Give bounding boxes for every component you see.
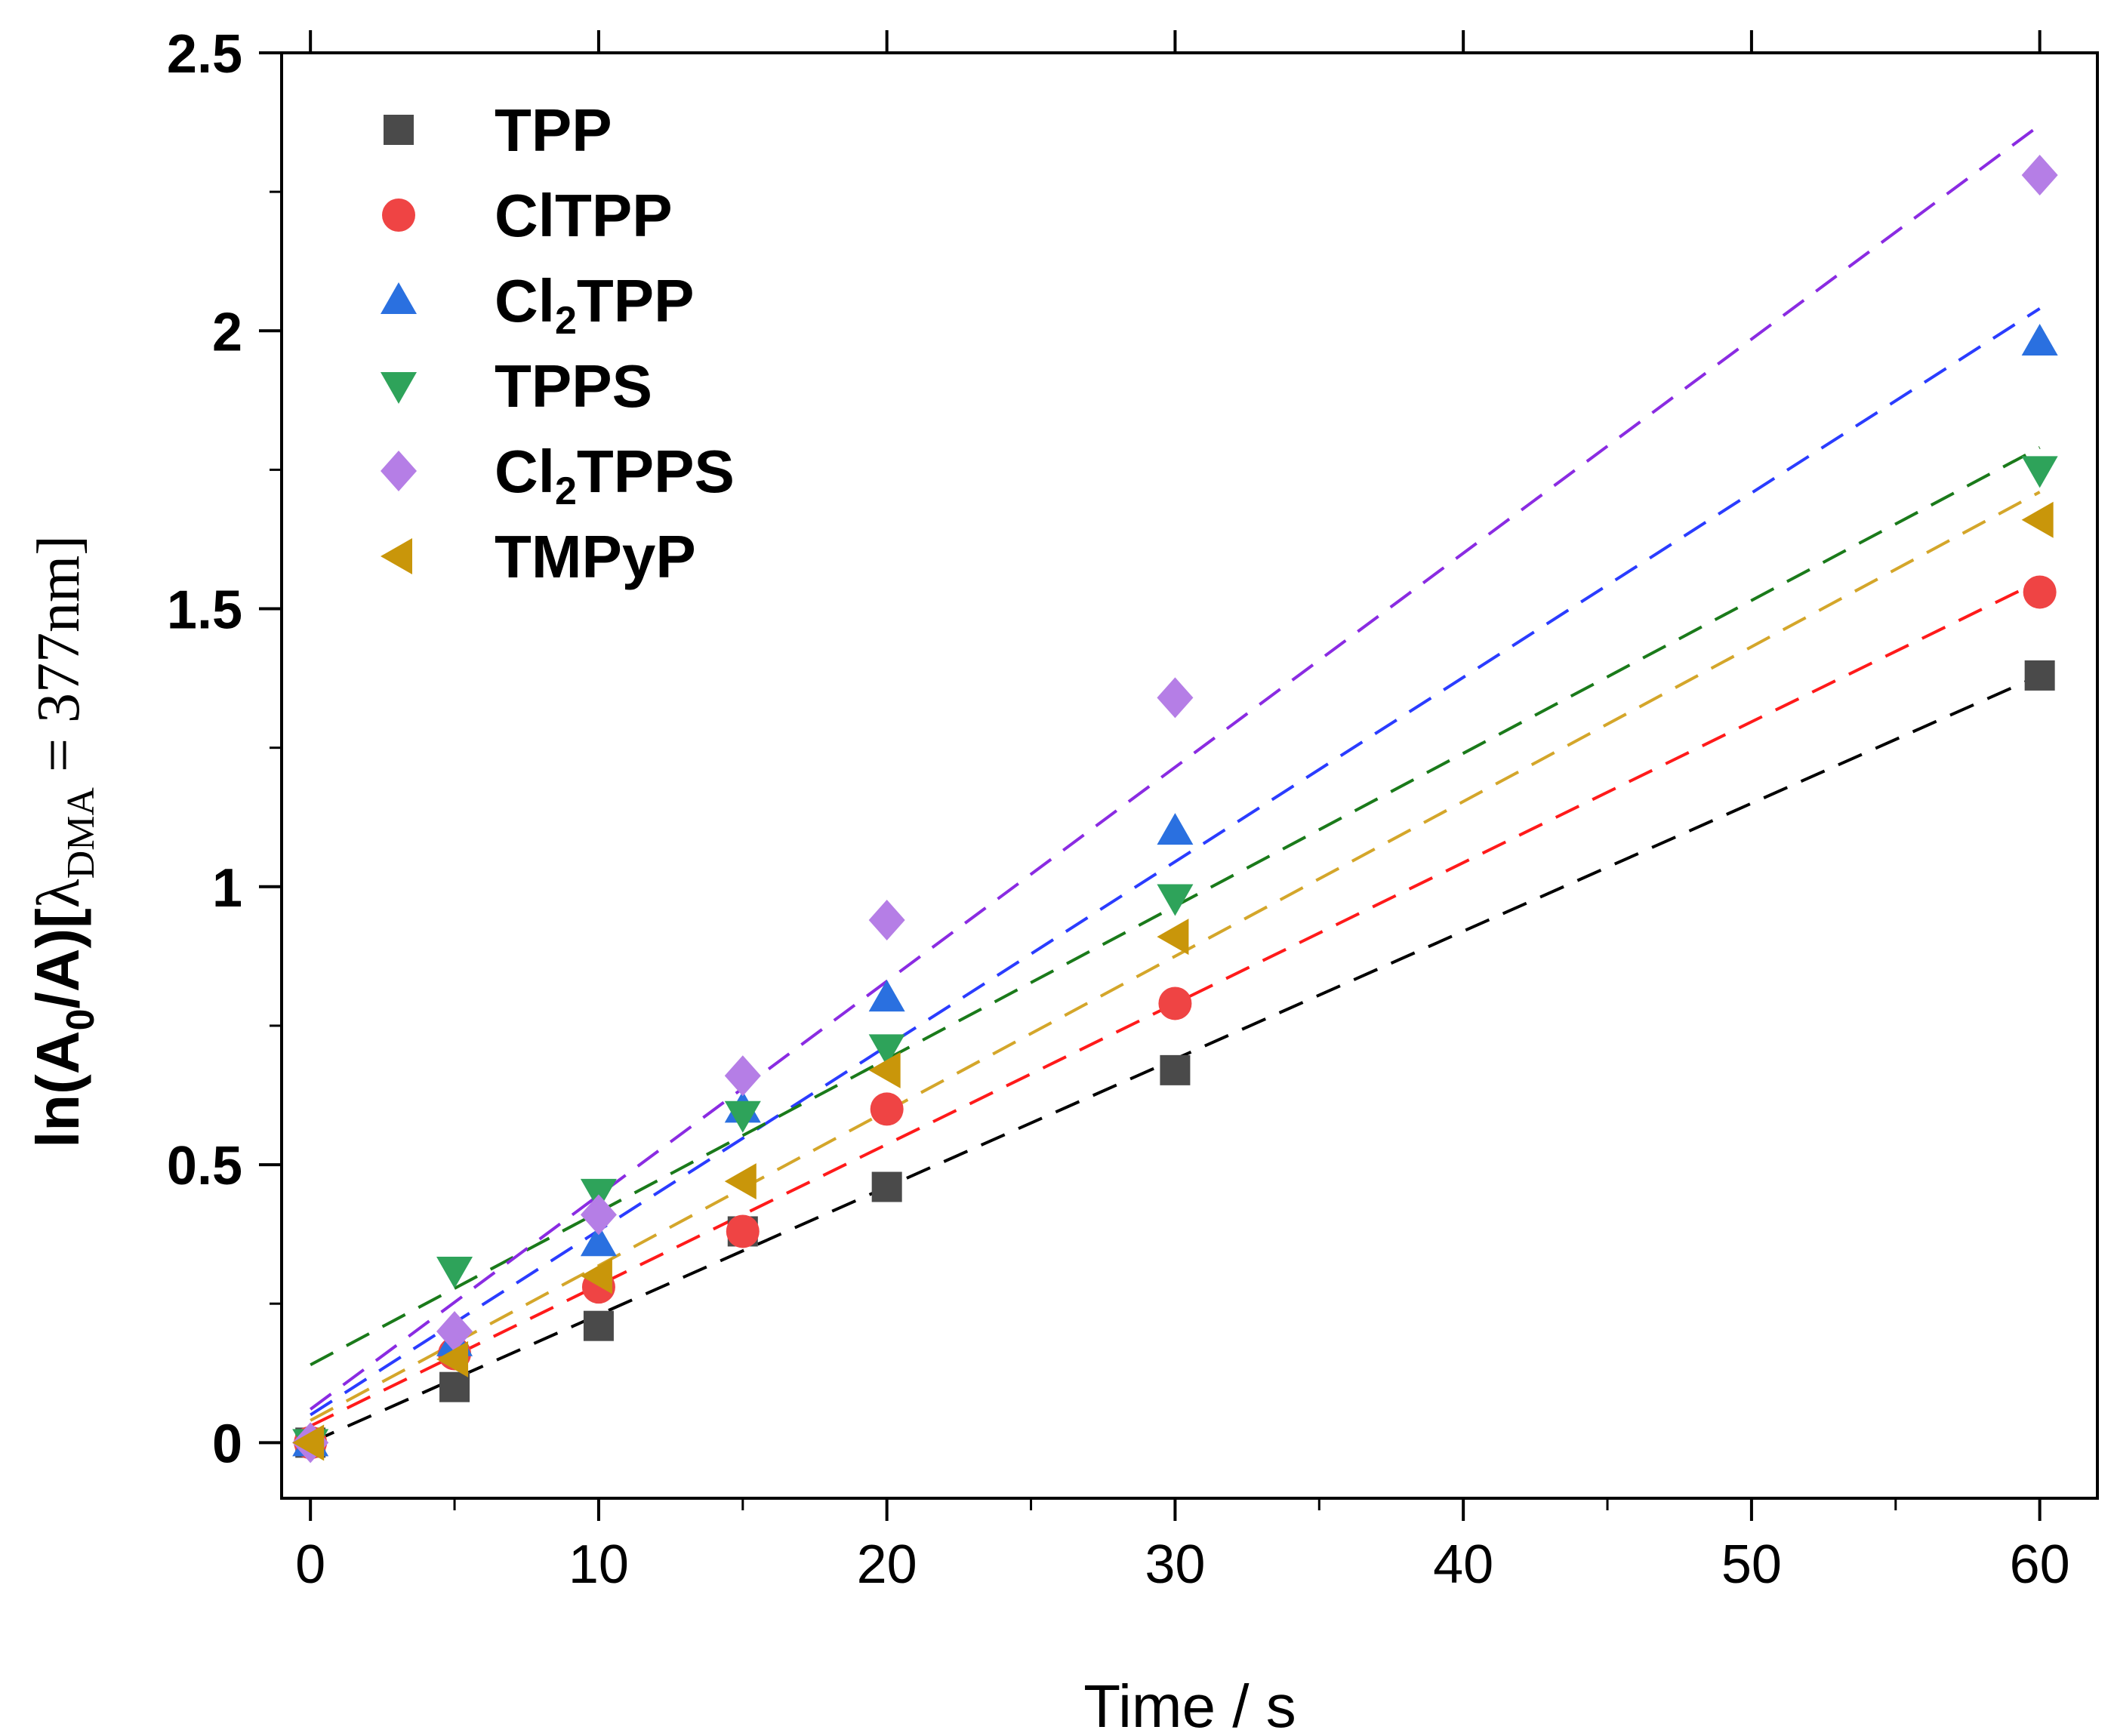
series-tpps [292, 456, 2058, 1461]
data-point [726, 1214, 760, 1248]
legend-label-tpp: TPP [495, 97, 612, 164]
data-point [1157, 677, 1194, 719]
data-point [2021, 155, 2058, 196]
series-tpp [295, 660, 2055, 1458]
x-tick-label: 10 [569, 1534, 629, 1595]
y-tick-label: 2 [212, 302, 242, 362]
x-tick-label: 60 [2010, 1534, 2070, 1595]
data-point [436, 1257, 473, 1289]
data-point [436, 1311, 473, 1353]
data-point [871, 1171, 902, 1202]
y-tick-label: 0 [212, 1414, 242, 1474]
data-point [2021, 324, 2058, 356]
data-point [724, 1100, 761, 1133]
data-point [724, 1163, 757, 1200]
legend-label-cl2tpp: Cl2TPP [495, 267, 695, 343]
data-point [868, 1051, 901, 1088]
data-point [1157, 884, 1194, 916]
data-point [2021, 456, 2058, 488]
x-tick-label: 50 [1721, 1534, 1782, 1595]
x-tick-label: 30 [1145, 1534, 1205, 1595]
x-axis-label: Time / s [1083, 1673, 1296, 1736]
y-tick-label: 1 [212, 858, 242, 919]
fit-line-cl2tpps [309, 124, 2041, 1411]
data-point [1160, 1054, 1191, 1085]
data-point [580, 1224, 617, 1257]
legend-label-tmpyp: TMPyP [495, 523, 696, 590]
data-point [1157, 919, 1189, 956]
y-axis-label: ln(A0/A)[λDMA = 377nm] [24, 535, 103, 1148]
legend-label-tpps: TPPS [495, 352, 652, 420]
x-tick-label: 20 [857, 1534, 917, 1595]
data-point [2023, 575, 2057, 609]
legend: TPP ClTPP Cl2TPP TPPS Cl2TPPS TMPyP [381, 97, 735, 590]
y-tick-label: 2.5 [167, 24, 242, 85]
data-point [580, 1257, 612, 1294]
data-point [724, 1055, 761, 1097]
data-point [1157, 813, 1194, 845]
series-cl2tpps [292, 155, 2058, 1464]
series-tmpyp [292, 501, 2054, 1461]
data-point [868, 900, 905, 940]
data-point [870, 1092, 904, 1126]
data-point [439, 1371, 470, 1402]
data-point [2024, 660, 2055, 691]
x-tick-label: 0 [295, 1534, 325, 1595]
data-point [580, 1194, 617, 1236]
data-point [436, 1340, 469, 1377]
data-point [2021, 501, 2054, 538]
data-point [868, 1034, 905, 1067]
legend-marker-tmpyp [381, 538, 412, 574]
y-tick-label: 0.5 [167, 1136, 242, 1196]
legend-label-cl2tpps: Cl2TPPS [495, 438, 735, 513]
data-point [1158, 987, 1192, 1020]
legend-marker-cl2tpps [381, 451, 417, 491]
legend-marker-cltpp [382, 199, 415, 232]
y-tick-label: 1.5 [167, 580, 242, 641]
legend-marker-tpps [381, 372, 417, 404]
data-point [292, 1424, 325, 1461]
legend-marker-cl2tpp [381, 282, 417, 314]
fit-line-tmpyp [310, 491, 2041, 1422]
x-tick-label: 40 [1433, 1534, 1493, 1595]
axes: 0 10 20 30 40 50 60 0 0.5 1 1.5 2 2.5 [167, 24, 2099, 1595]
legend-marker-tpp [384, 115, 414, 145]
data-points [292, 155, 2058, 1464]
legend-label-cltpp: ClTPP [495, 182, 673, 249]
data-point [868, 980, 905, 1012]
data-point [583, 1310, 614, 1341]
plot-frame [280, 51, 2099, 1500]
